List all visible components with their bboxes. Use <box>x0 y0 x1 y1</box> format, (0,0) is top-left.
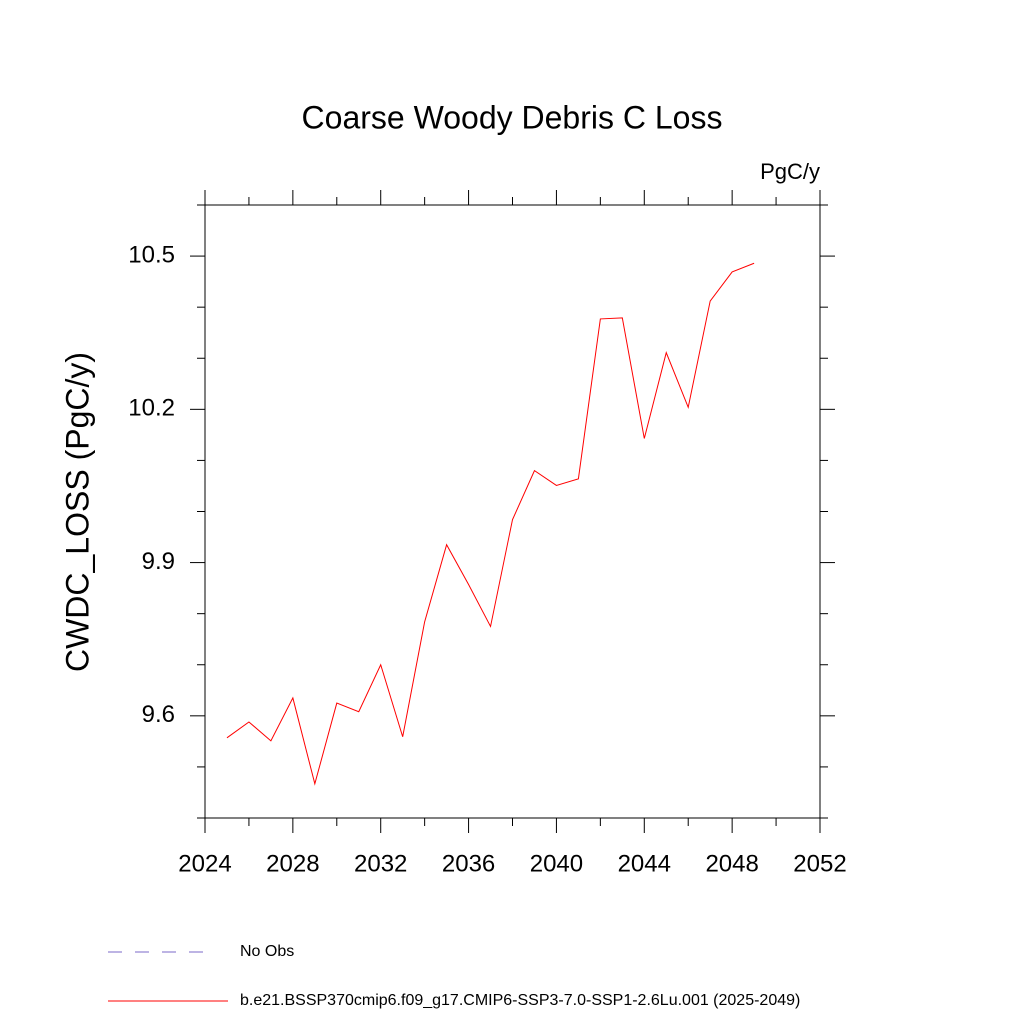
legend-label: b.e21.BSSP370cmip6.f09_g17.CMIP6-SSP3-7.… <box>240 992 800 1009</box>
y-axis-label: CWDC_LOSS (PgC/y) <box>59 352 95 672</box>
x-tick-label: 2032 <box>354 850 407 877</box>
plot-frame <box>204 204 821 819</box>
x-tick-label: 2044 <box>618 850 671 877</box>
legend-label: No Obs <box>240 943 294 960</box>
x-tick-label: 2036 <box>442 850 495 877</box>
x-tick-label: 2040 <box>530 850 583 877</box>
y-tick-label: 9.9 <box>142 548 175 575</box>
y-tick-label: 10.2 <box>128 395 175 422</box>
y-tick-label: 9.6 <box>142 701 175 728</box>
units-label: PgC/y <box>760 159 820 184</box>
chart-title: Coarse Woody Debris C Loss <box>302 99 723 135</box>
x-tick-label: 2048 <box>705 850 758 877</box>
x-tick-label: 2028 <box>266 850 319 877</box>
x-tick-label: 2052 <box>793 850 846 877</box>
x-tick-label: 2024 <box>178 850 231 877</box>
data-line <box>226 262 755 786</box>
y-tick-label: 10.5 <box>128 241 175 268</box>
